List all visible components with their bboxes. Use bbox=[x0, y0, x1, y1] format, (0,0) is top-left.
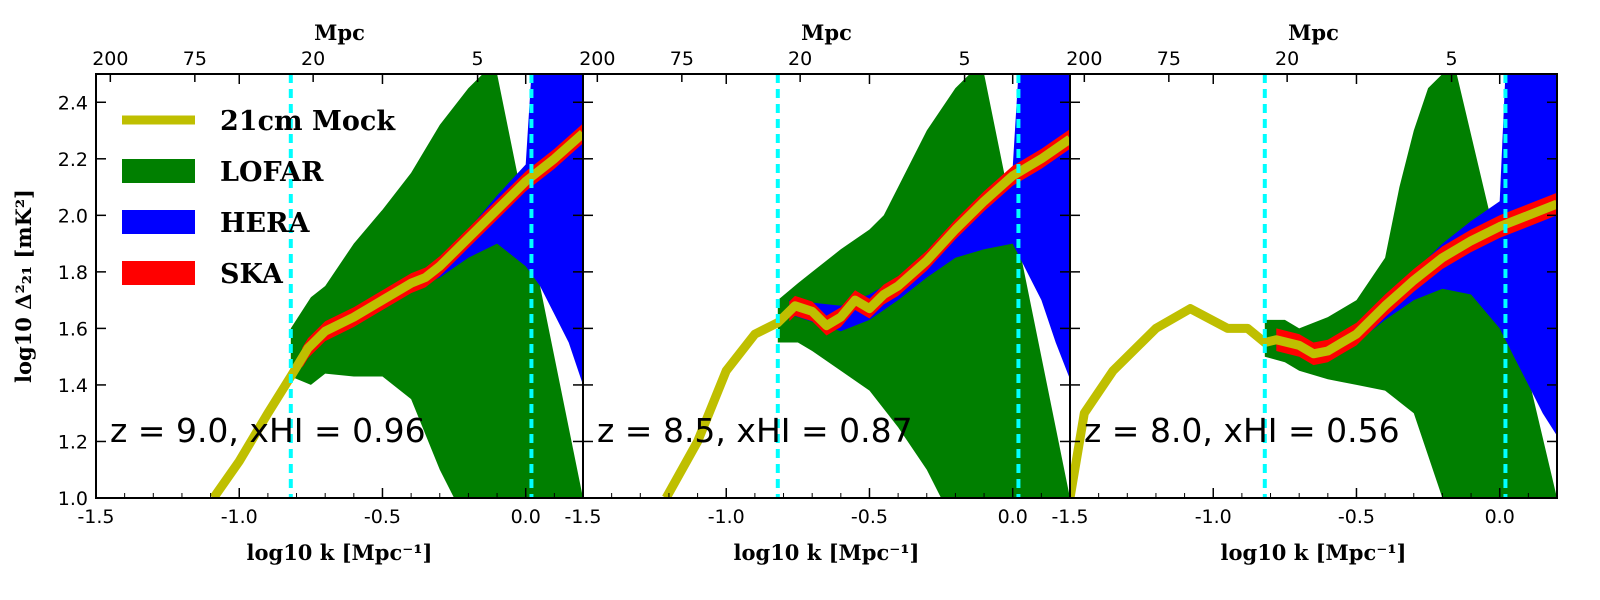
x-tick-label: -1.0 bbox=[708, 506, 745, 528]
top-tick-label: 200 bbox=[579, 48, 615, 70]
top-tick-label: 5 bbox=[959, 48, 971, 70]
legend-label: 21cm Mock bbox=[220, 106, 396, 137]
x-tick-label: -1.0 bbox=[221, 506, 258, 528]
y-tick-label: 2.4 bbox=[58, 92, 88, 114]
y-axis-title: log10 Δ²₂₁ [mK²] bbox=[11, 189, 36, 383]
top-axis-title: Mpc bbox=[314, 20, 365, 45]
legend: 21cm Mock LOFAR HERA SKA bbox=[122, 106, 396, 290]
top-tick-label: 75 bbox=[670, 48, 694, 70]
panel-3: -1.5 -1.0 -0.5 0.0 200 75 20 5 log10 k [Mpc⁻¹] Mp… bbox=[1051, 20, 1558, 565]
top-tick-label: 75 bbox=[183, 48, 207, 70]
top-tick-label: 5 bbox=[472, 48, 484, 70]
plot-area bbox=[1070, 74, 1557, 498]
plot-area bbox=[209, 74, 583, 498]
top-axis-title: Mpc bbox=[1288, 20, 1339, 45]
x-tick-label: -1.5 bbox=[564, 506, 601, 528]
hera-band bbox=[310, 74, 583, 385]
panel-annotation: z = 8.0, xHI = 0.56 bbox=[1084, 411, 1400, 450]
panel-2: -1.5 -1.0 -0.5 0.0 200 75 20 5 log10 k [Mpc⁻¹] Mp… bbox=[564, 20, 1071, 565]
x-tick-label: -1.5 bbox=[1051, 506, 1088, 528]
x-tick-label: -1.5 bbox=[77, 506, 114, 528]
panel-annotation: z = 8.5, xHI = 0.87 bbox=[597, 411, 913, 450]
top-tick-label: 200 bbox=[92, 48, 128, 70]
plot-frame bbox=[1069, 73, 1558, 499]
mock-line bbox=[209, 130, 583, 498]
top-tick-label: 200 bbox=[1066, 48, 1102, 70]
top-axis-title: Mpc bbox=[801, 20, 852, 45]
x-tick-label: -1.0 bbox=[1195, 506, 1232, 528]
legend-label: SKA bbox=[220, 259, 284, 290]
plot-area bbox=[662, 74, 1070, 498]
panel-1: -1.5 -1.0 -0.5 0.0 200 75 20 5 1.0 1.2 1.4 1.6 1.8 2.… bbox=[58, 20, 584, 565]
top-tick-label: 20 bbox=[1275, 48, 1299, 70]
x-tick-label: -0.5 bbox=[851, 506, 888, 528]
x-axis-title: log10 k [Mpc⁻¹] bbox=[1221, 540, 1407, 565]
x-tick-label: 0.0 bbox=[511, 506, 541, 528]
y-tick-label: 2.0 bbox=[58, 205, 88, 227]
legend-swatch-lofar bbox=[122, 159, 195, 183]
lofar-band bbox=[290, 74, 583, 498]
mock-line bbox=[662, 135, 1070, 498]
top-tick-label: 20 bbox=[301, 48, 325, 70]
x-tick-label: -0.5 bbox=[1338, 506, 1375, 528]
mock-line bbox=[1070, 199, 1557, 498]
top-tick-label: 75 bbox=[1157, 48, 1181, 70]
legend-label: HERA bbox=[220, 208, 311, 239]
legend-label: LOFAR bbox=[220, 157, 324, 188]
y-tick-label: 1.8 bbox=[58, 262, 88, 284]
y-tick-label: 1.4 bbox=[58, 375, 88, 397]
x-tick-label: 0.0 bbox=[998, 506, 1028, 528]
legend-swatch-hera bbox=[122, 210, 195, 234]
top-tick-label: 20 bbox=[788, 48, 812, 70]
x-tick-label: -0.5 bbox=[364, 506, 401, 528]
y-tick-label: 2.2 bbox=[58, 149, 88, 171]
ska-band bbox=[789, 129, 1070, 336]
top-tick-label: 5 bbox=[1446, 48, 1458, 70]
x-axis-title: log10 k [Mpc⁻¹] bbox=[734, 540, 920, 565]
y-tick-label: 1.0 bbox=[58, 488, 88, 510]
y-tick-label: 1.6 bbox=[58, 318, 88, 340]
panel-annotation: z = 9.0, xHI = 0.96 bbox=[110, 411, 426, 450]
x-tick-label: 0.0 bbox=[1485, 506, 1515, 528]
legend-swatch-ska bbox=[122, 261, 195, 285]
y-tick-label: 1.2 bbox=[58, 431, 88, 453]
x-axis-title: log10 k [Mpc⁻¹] bbox=[247, 540, 433, 565]
